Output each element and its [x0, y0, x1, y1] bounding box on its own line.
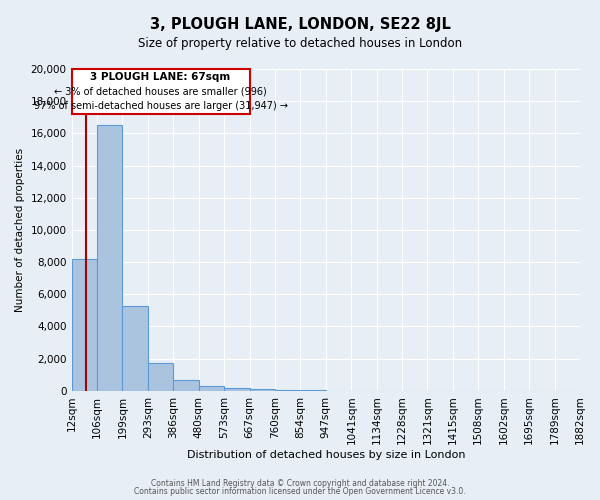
- Text: 97% of semi-detached houses are larger (31,947) →: 97% of semi-detached houses are larger (…: [34, 101, 287, 111]
- Bar: [173, 380, 199, 391]
- Text: ← 3% of detached houses are smaller (996): ← 3% of detached houses are smaller (996…: [54, 86, 267, 97]
- Bar: [250, 389, 275, 391]
- Text: 3, PLOUGH LANE, LONDON, SE22 8JL: 3, PLOUGH LANE, LONDON, SE22 8JL: [149, 18, 451, 32]
- X-axis label: Distribution of detached houses by size in London: Distribution of detached houses by size …: [187, 450, 465, 460]
- Bar: [148, 362, 173, 391]
- Text: Contains public sector information licensed under the Open Government Licence v3: Contains public sector information licen…: [134, 487, 466, 496]
- Text: 3 PLOUGH LANE: 67sqm: 3 PLOUGH LANE: 67sqm: [91, 72, 231, 82]
- Text: Size of property relative to detached houses in London: Size of property relative to detached ho…: [138, 38, 462, 51]
- Y-axis label: Number of detached properties: Number of detached properties: [15, 148, 25, 312]
- Bar: [224, 388, 250, 391]
- Text: Contains HM Land Registry data © Crown copyright and database right 2024.: Contains HM Land Registry data © Crown c…: [151, 478, 449, 488]
- Bar: [97, 126, 122, 391]
- Bar: [275, 390, 301, 391]
- Bar: [122, 306, 148, 391]
- Bar: [71, 259, 97, 391]
- Bar: [199, 386, 224, 391]
- FancyBboxPatch shape: [71, 69, 250, 114]
